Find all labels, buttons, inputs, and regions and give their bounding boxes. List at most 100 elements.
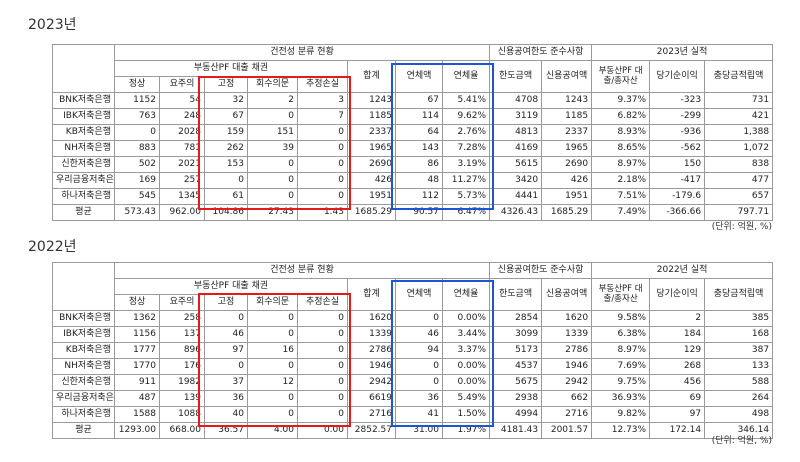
table-cell: 264 (704, 390, 774, 407)
table-cell: 731 (704, 92, 774, 109)
unit-note-2022: (단위: 억원, %) (711, 436, 772, 446)
table-cell: 4537 (489, 358, 543, 375)
table-cell: 662 (541, 390, 593, 407)
header-provision: 충당금적립액 (704, 60, 774, 93)
header-row-2: 부동산PF 대출 채권 합계 연체액 연체율 한도금액 신용공여액 부동산PF … (53, 60, 774, 93)
bank-name-cell: IBK저축은행 (52, 326, 115, 343)
table-2023-body: BNK저축은행 1152 54 32 2 3 1243 67 5.41% 4708 1243 9.37… (52, 92, 774, 221)
table-row: 신한저축은행 911 1982 37 12 0 2942 0 0.00% 5675 2942 9.75… (52, 374, 774, 391)
table-cell: 0 (297, 188, 348, 205)
table-cell: 12 (247, 374, 298, 391)
table-row: BNK저축은행 1362 258 0 0 0 1620 0 0.00% 2854 1620 9.58%… (52, 310, 774, 327)
average-cell: 31.00 (395, 422, 443, 439)
bank-name-cell: 신한저축은행 (52, 156, 115, 173)
table-cell: 6619 (347, 390, 396, 407)
table-row: NH저축은행 1770 176 0 0 0 1946 0 0.00% 4537 1946 7.69% 2… (52, 358, 774, 375)
table-cell: 48 (395, 172, 443, 189)
table-cell: 9.75% (591, 374, 651, 391)
table-cell: 9.82% (591, 406, 651, 423)
table-cell: 0.00% (441, 358, 491, 375)
table-cell: 114 (395, 108, 443, 125)
header-overdue-rate: 연체율 (441, 60, 491, 93)
header-total: 합계 (347, 60, 396, 93)
table-cell: 1.50% (441, 406, 491, 423)
average-cell: 2001.57 (541, 422, 593, 439)
table-cell: 883 (114, 140, 160, 157)
table-cell: 11.27% (441, 172, 491, 189)
table-cell: 1243 (347, 92, 396, 109)
table-cell: 387 (704, 342, 774, 359)
average-cell: 12.73% (591, 422, 651, 439)
table-row: BNK저축은행 1152 54 32 2 3 1243 67 5.41% 4708 1243 9.37… (52, 92, 774, 109)
header-results: 2023년 실적 (591, 44, 774, 61)
table-row: KB저축은행 1777 896 97 16 0 2786 94 3.37% 5173 2786 8.9… (52, 342, 774, 359)
average-cell: 36.57 (204, 422, 248, 439)
table-cell: 150 (649, 156, 706, 173)
table-cell: 5173 (489, 342, 543, 359)
table-cell: 16 (247, 342, 298, 359)
table-cell: 1345 (159, 188, 205, 205)
table-cell: 168 (704, 326, 774, 343)
header-caution: 요주의 (159, 76, 205, 93)
table-cell: 0 (395, 310, 443, 327)
table-cell: 1588 (114, 406, 160, 423)
table-cell: 6.82% (591, 108, 651, 125)
table-cell: 0.00% (441, 374, 491, 391)
table-cell: 2716 (541, 406, 593, 423)
header-row-1: 건전성 분류 현황 신용공여한도 준수사항 2023년 실적 (52, 44, 774, 93)
table-cell: 8.65% (591, 140, 651, 157)
table-cell: 2 (247, 92, 298, 109)
table-cell: 36 (204, 390, 248, 407)
table-cell: 657 (704, 188, 774, 205)
header-credit-amt: 신용공여액 (541, 278, 593, 311)
table-cell: 2716 (347, 406, 396, 423)
table-cell: 46 (395, 326, 443, 343)
table-cell: 0 (247, 156, 298, 173)
average-label: 평균 (52, 204, 115, 221)
bank-name-cell: KB저축은행 (52, 124, 115, 141)
average-cell: 962.00 (159, 204, 205, 221)
table-cell: 3 (297, 92, 348, 109)
table-cell: 838 (704, 156, 774, 173)
table-cell: 9.37% (591, 92, 651, 109)
table-row: IBK저축은행 763 248 67 0 7 1185 114 9.62% 3119 1185 6.8… (52, 108, 774, 125)
header-net-income: 당기순이익 (649, 278, 706, 311)
table-cell: 46 (204, 326, 248, 343)
table-cell: 4994 (489, 406, 543, 423)
table-cell: 911 (114, 374, 160, 391)
bank-name-cell: 우리금융저축은행 (52, 172, 115, 189)
bank-name-cell: 하나저축은행 (52, 406, 115, 423)
table-row: 우리금융저축은행1692570004264811.27%34204262.18%… (52, 172, 774, 189)
header-net-income: 당기순이익 (649, 60, 706, 93)
table-cell: -562 (649, 140, 706, 157)
table-cell: 8.97% (591, 156, 651, 173)
average-cell: 668.00 (159, 422, 205, 439)
table-cell: 5.49% (441, 390, 491, 407)
table-cell: 7.28% (441, 140, 491, 157)
table-cell: 3099 (489, 326, 543, 343)
table-cell: 268 (649, 358, 706, 375)
average-cell: 1.97% (441, 422, 491, 439)
header-fixed: 고정 (204, 76, 248, 93)
table-cell: 9.58% (591, 310, 651, 327)
table-cell: 1185 (541, 108, 593, 125)
year-title-2022: 2022년 (28, 239, 77, 255)
table-cell: 36.93% (591, 390, 651, 407)
header-classification: 건전성 분류 현황 (113, 44, 491, 61)
table-cell: 5675 (489, 374, 543, 391)
table-cell: 456 (649, 374, 706, 391)
table-cell: 3.44% (441, 326, 491, 343)
table-cell: 169 (114, 172, 160, 189)
table-cell: 2690 (541, 156, 593, 173)
table-cell: 0 (247, 310, 298, 327)
table-cell: 1777 (114, 342, 160, 359)
table-cell: 0.00% (441, 310, 491, 327)
table-cell: 0 (297, 310, 348, 327)
table-cell: 1339 (347, 326, 396, 343)
table-cell: 2942 (541, 374, 593, 391)
table-cell: 2786 (347, 342, 396, 359)
table-cell: 4441 (489, 188, 543, 205)
header-pf: 부동산PF 대출 채권 (114, 278, 348, 295)
table-cell: 86 (395, 156, 443, 173)
table-cell: 1339 (541, 326, 593, 343)
